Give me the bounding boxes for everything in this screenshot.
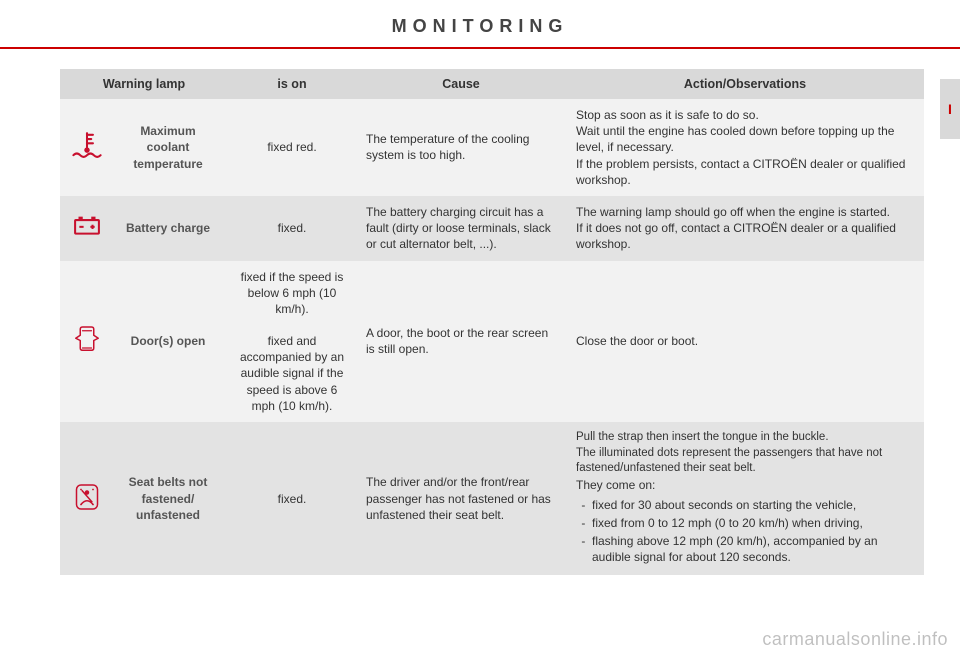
cause-cell: The temperature of the cooling system is…	[356, 99, 566, 196]
col-warning-lamp: Warning lamp	[60, 69, 228, 99]
action-para: Stop as soon as it is safe to do so.	[576, 107, 914, 123]
action-list-item: fixed for 30 about seconds on starting t…	[592, 497, 914, 513]
is-on-cell: fixed if the speed is below 6 mph (10 km…	[228, 261, 356, 326]
is-on-cell: fixed.	[228, 196, 356, 261]
icon-cell	[60, 99, 108, 196]
warning-name: Battery charge	[108, 196, 228, 261]
col-action: Action/Observations	[566, 69, 924, 99]
action-para: Pull the strap then insert the tongue in…	[576, 430, 914, 446]
page-title: MONITORING	[0, 16, 960, 37]
action-cell: Close the door or boot.	[566, 261, 924, 423]
battery-icon	[70, 211, 104, 241]
cause-cell: A door, the boot or the rear screen is s…	[356, 261, 566, 423]
table-row: Door(s) open fixed if the speed is below…	[60, 261, 924, 326]
is-on-cell: fixed red.	[228, 99, 356, 196]
table-row: Battery charge fixed. The battery chargi…	[60, 196, 924, 261]
icon-cell	[60, 422, 108, 575]
cause-cell: The battery charging circuit has a fault…	[356, 196, 566, 261]
action-para: If the problem persists, contact a CITRO…	[576, 156, 914, 188]
action-list-item: fixed from 0 to 12 mph (0 to 20 km/h) wh…	[592, 515, 914, 531]
is-on-cell: fixed.	[228, 422, 356, 575]
action-para: They come on:	[576, 477, 914, 493]
is-on-cell: fixed and accompanied by an audible sign…	[228, 325, 356, 422]
action-cell: Stop as soon as it is safe to do so. Wai…	[566, 99, 924, 196]
action-para: Close the door or boot.	[576, 333, 914, 349]
coolant-temp-icon	[70, 130, 104, 160]
col-is-on: is on	[228, 69, 356, 99]
action-para: If it does not go off, contact a CITROËN…	[576, 220, 914, 252]
seatbelt-icon	[70, 482, 104, 512]
action-para: The illuminated dots represent the passe…	[576, 446, 914, 477]
table-header-row: Warning lamp is on Cause Action/Observat…	[60, 69, 924, 99]
col-cause: Cause	[356, 69, 566, 99]
action-para: The warning lamp should go off when the …	[576, 204, 914, 220]
warning-lamp-table: Warning lamp is on Cause Action/Observat…	[60, 69, 924, 575]
icon-cell	[60, 261, 108, 423]
action-cell: The warning lamp should go off when the …	[566, 196, 924, 261]
door-open-icon	[70, 324, 104, 354]
cause-cell: The driver and/or the front/rear passeng…	[356, 422, 566, 575]
action-cell: Pull the strap then insert the tongue in…	[566, 422, 924, 575]
action-list-item: flashing above 12 mph (20 km/h), accompa…	[592, 533, 914, 565]
table-row: Maximum coolant temperature fixed red. T…	[60, 99, 924, 196]
warning-name: Seat belts not fastened/ unfastened	[108, 422, 228, 575]
warning-name: Door(s) open	[108, 261, 228, 423]
section-tab: I	[940, 79, 960, 139]
action-para: Wait until the engine has cooled down be…	[576, 123, 914, 155]
icon-cell	[60, 196, 108, 261]
action-list: fixed for 30 about seconds on starting t…	[576, 497, 914, 566]
warning-name: Maximum coolant temperature	[108, 99, 228, 196]
table-row: Seat belts not fastened/ unfastened fixe…	[60, 422, 924, 575]
